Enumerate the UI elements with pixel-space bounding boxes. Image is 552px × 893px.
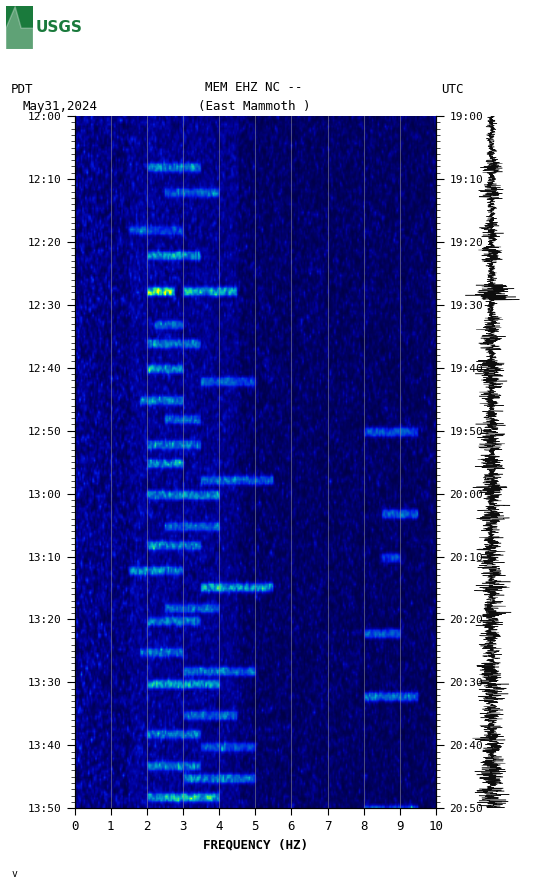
Text: MEM EHZ NC --: MEM EHZ NC -- [205,80,302,94]
Text: May31,2024: May31,2024 [22,100,97,113]
X-axis label: FREQUENCY (HZ): FREQUENCY (HZ) [203,839,308,852]
FancyBboxPatch shape [6,6,33,49]
Text: UTC: UTC [442,82,464,96]
Text: v: v [11,869,17,879]
Text: (East Mammoth ): (East Mammoth ) [198,100,310,113]
Text: PDT: PDT [11,82,34,96]
Text: USGS: USGS [36,21,83,35]
